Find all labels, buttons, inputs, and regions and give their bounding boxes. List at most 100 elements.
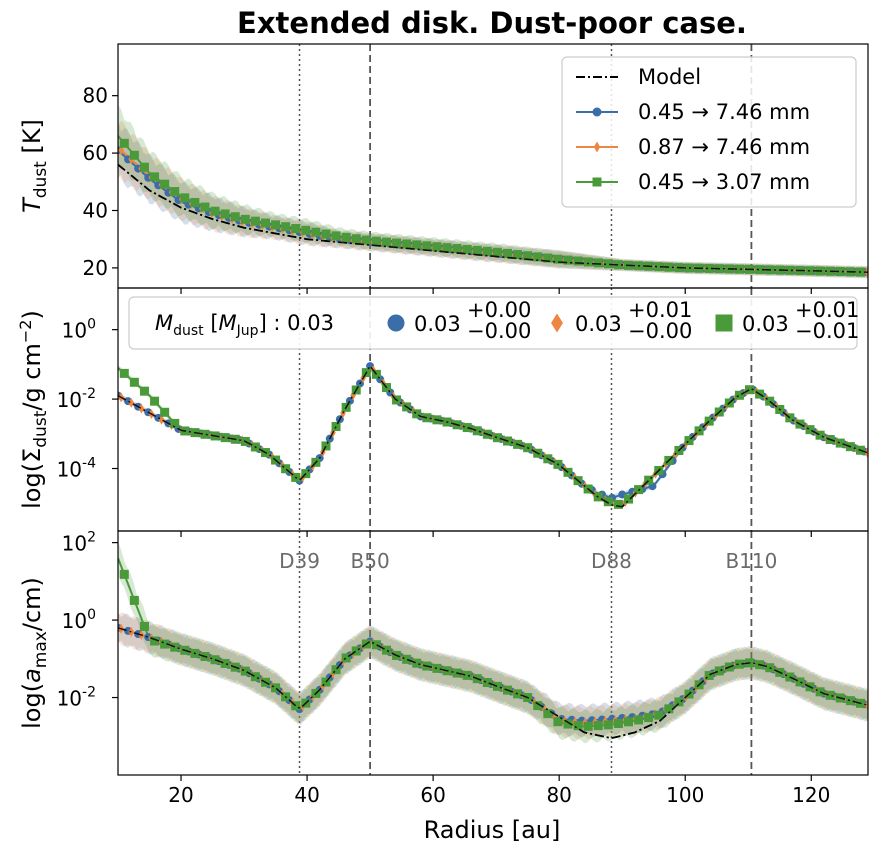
y-tick-label: 40 [83, 198, 108, 222]
series-marker [381, 237, 391, 247]
legend-mid-marker [551, 313, 563, 333]
series-marker [412, 409, 422, 419]
legend-label: 0.45 → 3.07 mm [638, 170, 810, 194]
series-marker [381, 645, 391, 655]
model-line [118, 364, 868, 508]
series-marker [240, 214, 250, 224]
series-marker [452, 244, 462, 254]
series-marker [422, 241, 432, 251]
series-marker [835, 438, 845, 448]
series-marker [674, 697, 684, 707]
series-marker [684, 436, 694, 446]
series-marker [553, 717, 563, 727]
series-marker [815, 430, 825, 440]
legend-mid-label: Mdust [MJup] : 0.03 [155, 311, 334, 339]
legend-mid-minus: −0.00 [628, 319, 692, 343]
series-marker [200, 429, 210, 439]
y-tick-label: 10-2 [57, 685, 96, 711]
series-marker [654, 710, 664, 720]
legend-label: 0.87 → 7.46 mm [638, 135, 810, 159]
series-marker [321, 441, 331, 451]
series-marker [250, 216, 260, 226]
series-marker [795, 677, 805, 687]
series-marker [472, 426, 482, 436]
series-marker [543, 709, 553, 719]
series-marker [138, 403, 145, 414]
y-tick-label: 20 [83, 256, 108, 280]
plots-area: 20 40 60 80 Tdust [K] 100 10-2 10-4log(Σdust/g … [16, 43, 869, 807]
series-marker [190, 197, 200, 207]
series-marker [158, 414, 165, 425]
series-marker [533, 252, 543, 262]
y-tick-label: 100 [62, 607, 96, 633]
feature-label-B50: B50 [351, 549, 390, 573]
band-3 [118, 541, 868, 744]
series-marker [805, 266, 815, 276]
series-marker [210, 206, 220, 216]
series-marker [634, 715, 644, 725]
legend-mid-marker [387, 314, 405, 332]
series-marker [180, 193, 190, 203]
series-marker [815, 687, 825, 697]
series-marker [644, 475, 654, 485]
feature-label-D88: D88 [591, 549, 632, 573]
legend-marker [592, 177, 602, 187]
y-tick-label: 102 [62, 530, 96, 556]
series-marker [573, 256, 583, 266]
series-marker [482, 678, 492, 688]
series-marker [402, 654, 412, 664]
series-marker [119, 569, 129, 579]
series-marker [805, 425, 815, 435]
series-marker [714, 666, 724, 676]
series-marker [573, 721, 583, 731]
series-marker [785, 265, 795, 275]
series-marker [139, 621, 149, 631]
series-marker [704, 263, 714, 273]
plot-region [118, 531, 868, 775]
series-marker [220, 433, 230, 443]
plot-region [118, 288, 868, 531]
y-tick-label: 60 [83, 141, 108, 165]
series-marker [513, 250, 523, 260]
x-tick-label: 20 [168, 783, 193, 807]
series-marker [845, 696, 855, 706]
series-marker [200, 202, 210, 212]
series-marker [603, 259, 613, 269]
legend-mid-box [128, 296, 858, 350]
series-marker [341, 232, 351, 242]
series-marker [422, 413, 432, 423]
legend-mid-minus: −0.01 [795, 319, 859, 343]
series-marker [583, 721, 593, 731]
series-marker [864, 700, 868, 711]
series-marker [442, 243, 452, 253]
x-axis-label: Radius [au] [424, 816, 561, 844]
y-axis-label: Tdust [K] [18, 119, 51, 213]
series-line-1 [118, 364, 868, 499]
figure-title: Extended disk. Dust-poor case. [237, 6, 747, 40]
series-marker [351, 234, 361, 244]
series-marker [129, 595, 139, 605]
panel-max_grain_size: 102 100 10-2 20 40 60 80 100 120 log(amax/cm) D39 B… [18, 530, 869, 807]
series-marker [170, 187, 180, 197]
series-marker [462, 670, 472, 680]
y-axis-label: log(amax/cm) [18, 577, 51, 729]
legend-mid-value: 0.03 [742, 312, 789, 336]
series-marker [432, 663, 442, 673]
series-marker [291, 224, 301, 234]
series-marker [139, 386, 149, 396]
series-marker [492, 681, 502, 691]
series-marker [734, 659, 744, 669]
series-marker [139, 162, 149, 172]
series-marker [119, 368, 129, 378]
feature-label-B110: B110 [725, 549, 777, 573]
x-tick-label: 60 [420, 783, 445, 807]
legend-mid-minus: −0.00 [467, 319, 531, 343]
series-marker [482, 246, 492, 256]
series-marker [402, 239, 412, 249]
series-marker [603, 720, 613, 730]
series-marker [543, 253, 553, 263]
series-marker [412, 240, 422, 250]
legend-mid-plus: +0.00 [467, 298, 531, 322]
series-marker [119, 138, 129, 148]
series-marker [361, 235, 371, 245]
